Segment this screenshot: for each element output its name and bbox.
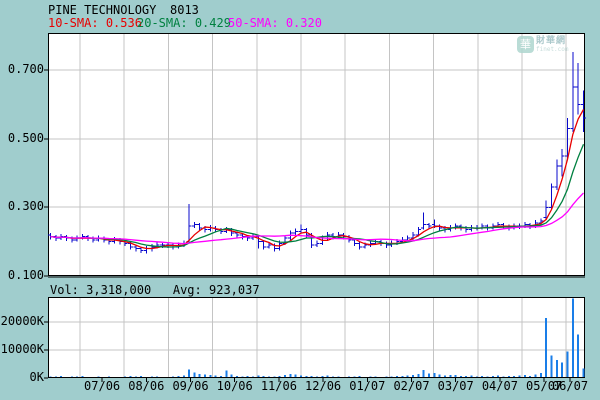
chart-header: PINE TECHNOLOGY 8013 [48,3,199,17]
month-label: 05/07 [526,379,563,393]
price-axis-label: 0.100 [7,268,44,282]
vol-label: Vol: [50,283,79,297]
avg-label: Avg: [172,283,202,297]
stock-code: 8013 [170,3,199,17]
stock-name: PINE TECHNOLOGY [48,3,157,17]
legend-10sma: 10-SMA: 0.536 [48,17,142,30]
volume-header: Vol: 3,318,000 Avg: 923,037 [50,284,260,297]
finet-logo-icon: 華 [517,36,534,53]
price-axis-label: 0.300 [7,199,44,213]
month-label: 08/06 [128,379,165,393]
month-label: 11/06 [260,379,297,393]
legend-50sma: 50-SMA: 0.320 [228,17,322,30]
month-label: 04/07 [481,379,518,393]
month-label: 02/07 [393,379,430,393]
finet-watermark: 華 財華網 finet.com [517,36,569,53]
legend-50sma-label: 50-SMA: [228,16,279,30]
watermark-domain: finet.com [536,46,569,53]
month-label: 07/06 [84,379,121,393]
legend-50sma-value: 0.320 [285,16,322,30]
month-label: 10/06 [216,379,253,393]
vol-value: 3,318,000 [86,283,152,297]
avg-value: 923,037 [209,283,260,297]
legend-10sma-label: 10-SMA: [48,16,99,30]
price-axis-label: 0.700 [7,62,44,76]
legend-20sma-label: 20-SMA: [137,16,188,30]
volume-axis-label: 0K [29,370,44,384]
legend-20sma: 20-SMA: 0.429 [137,17,231,30]
month-label: 06/07 [551,379,589,393]
month-label: 12/06 [305,379,342,393]
legend-10sma-value: 0.536 [105,16,142,30]
price-axis-label: 0.500 [7,131,44,145]
legend-20sma-value: 0.429 [194,16,231,30]
month-label: 09/06 [172,379,209,393]
watermark-name: 財華網 [536,36,567,46]
volume-axis-label: 20000K [0,314,44,328]
month-label: 03/07 [437,379,474,393]
month-label: 01/07 [349,379,386,393]
volume-axis-label: 10000K [0,342,44,356]
